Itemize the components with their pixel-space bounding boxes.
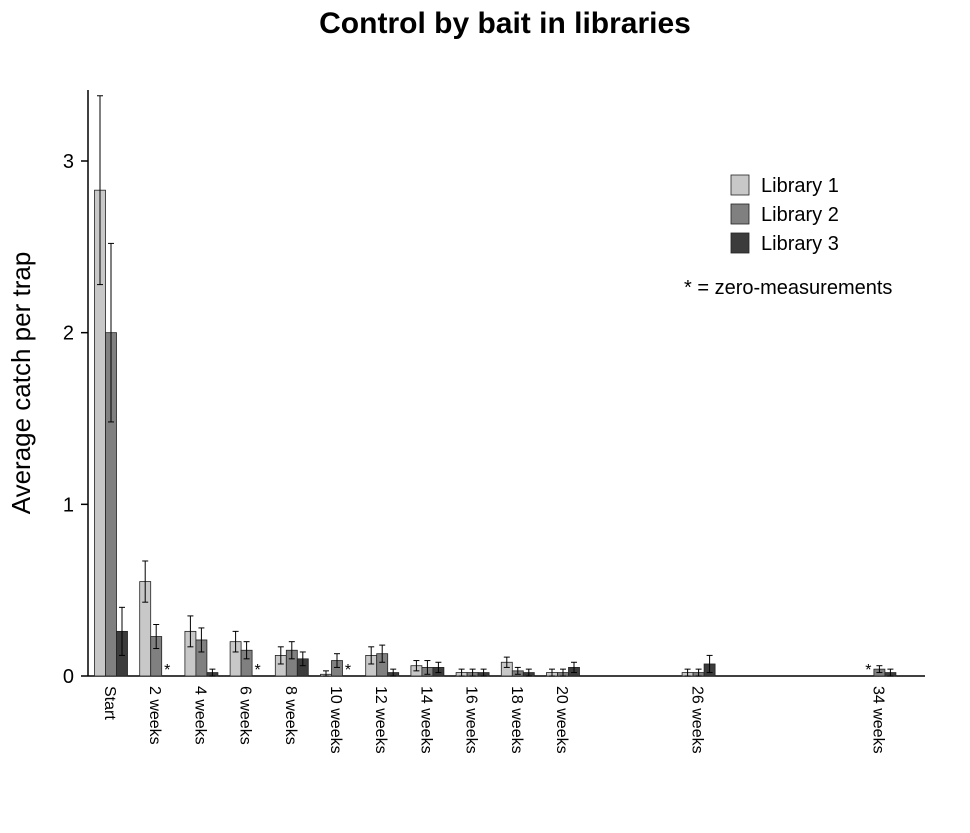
x-tick-label: 14 weeks (417, 686, 434, 754)
legend-swatch (730, 232, 750, 254)
y-tick-label: 1 (63, 494, 74, 516)
zero-marker: * (345, 662, 351, 679)
x-tick-label: 12 weeks (372, 686, 389, 754)
chart-title: Control by bait in libraries (319, 7, 691, 40)
zero-marker: * (164, 662, 170, 679)
x-tick-label: 10 weeks (327, 686, 344, 754)
zero-marker: * (254, 662, 260, 679)
x-tick-label: 16 weeks (463, 686, 480, 754)
zero-marker: * (865, 662, 871, 679)
legend: Library 1 Library 2 Library 3 * = zero-meas… (684, 174, 892, 299)
y-tick-label: 0 (63, 666, 74, 688)
x-tick-label: 8 weeks (282, 686, 299, 745)
legend-swatch (730, 174, 750, 196)
x-tick-label: 4 weeks (191, 686, 208, 745)
y-tick-label: 2 (63, 323, 74, 345)
plot-area: 0 1 2 3 Start 2 weeks 4 weeks 6 weeks 8 weeks 10 … (63, 90, 925, 754)
x-tick-label: 2 weeks (146, 686, 163, 745)
x-tick-label: 6 weeks (237, 686, 254, 745)
x-tick-label: Start (101, 686, 118, 720)
legend-entry: Library 1 (761, 175, 839, 197)
legend-swatch (730, 203, 750, 225)
legend-note: * = zero-measurements (684, 277, 892, 299)
x-tick-label: 34 weeks (869, 686, 886, 754)
legend-entry: Library 2 (761, 204, 839, 226)
x-tick-label: 20 weeks (553, 686, 570, 754)
y-axis-label: Average catch per trap (6, 252, 36, 515)
legend-entry: Library 3 (761, 233, 839, 255)
x-tick-label: 18 weeks (508, 686, 525, 754)
x-tick-label: 26 weeks (689, 686, 706, 754)
y-tick-label: 3 (63, 151, 74, 173)
